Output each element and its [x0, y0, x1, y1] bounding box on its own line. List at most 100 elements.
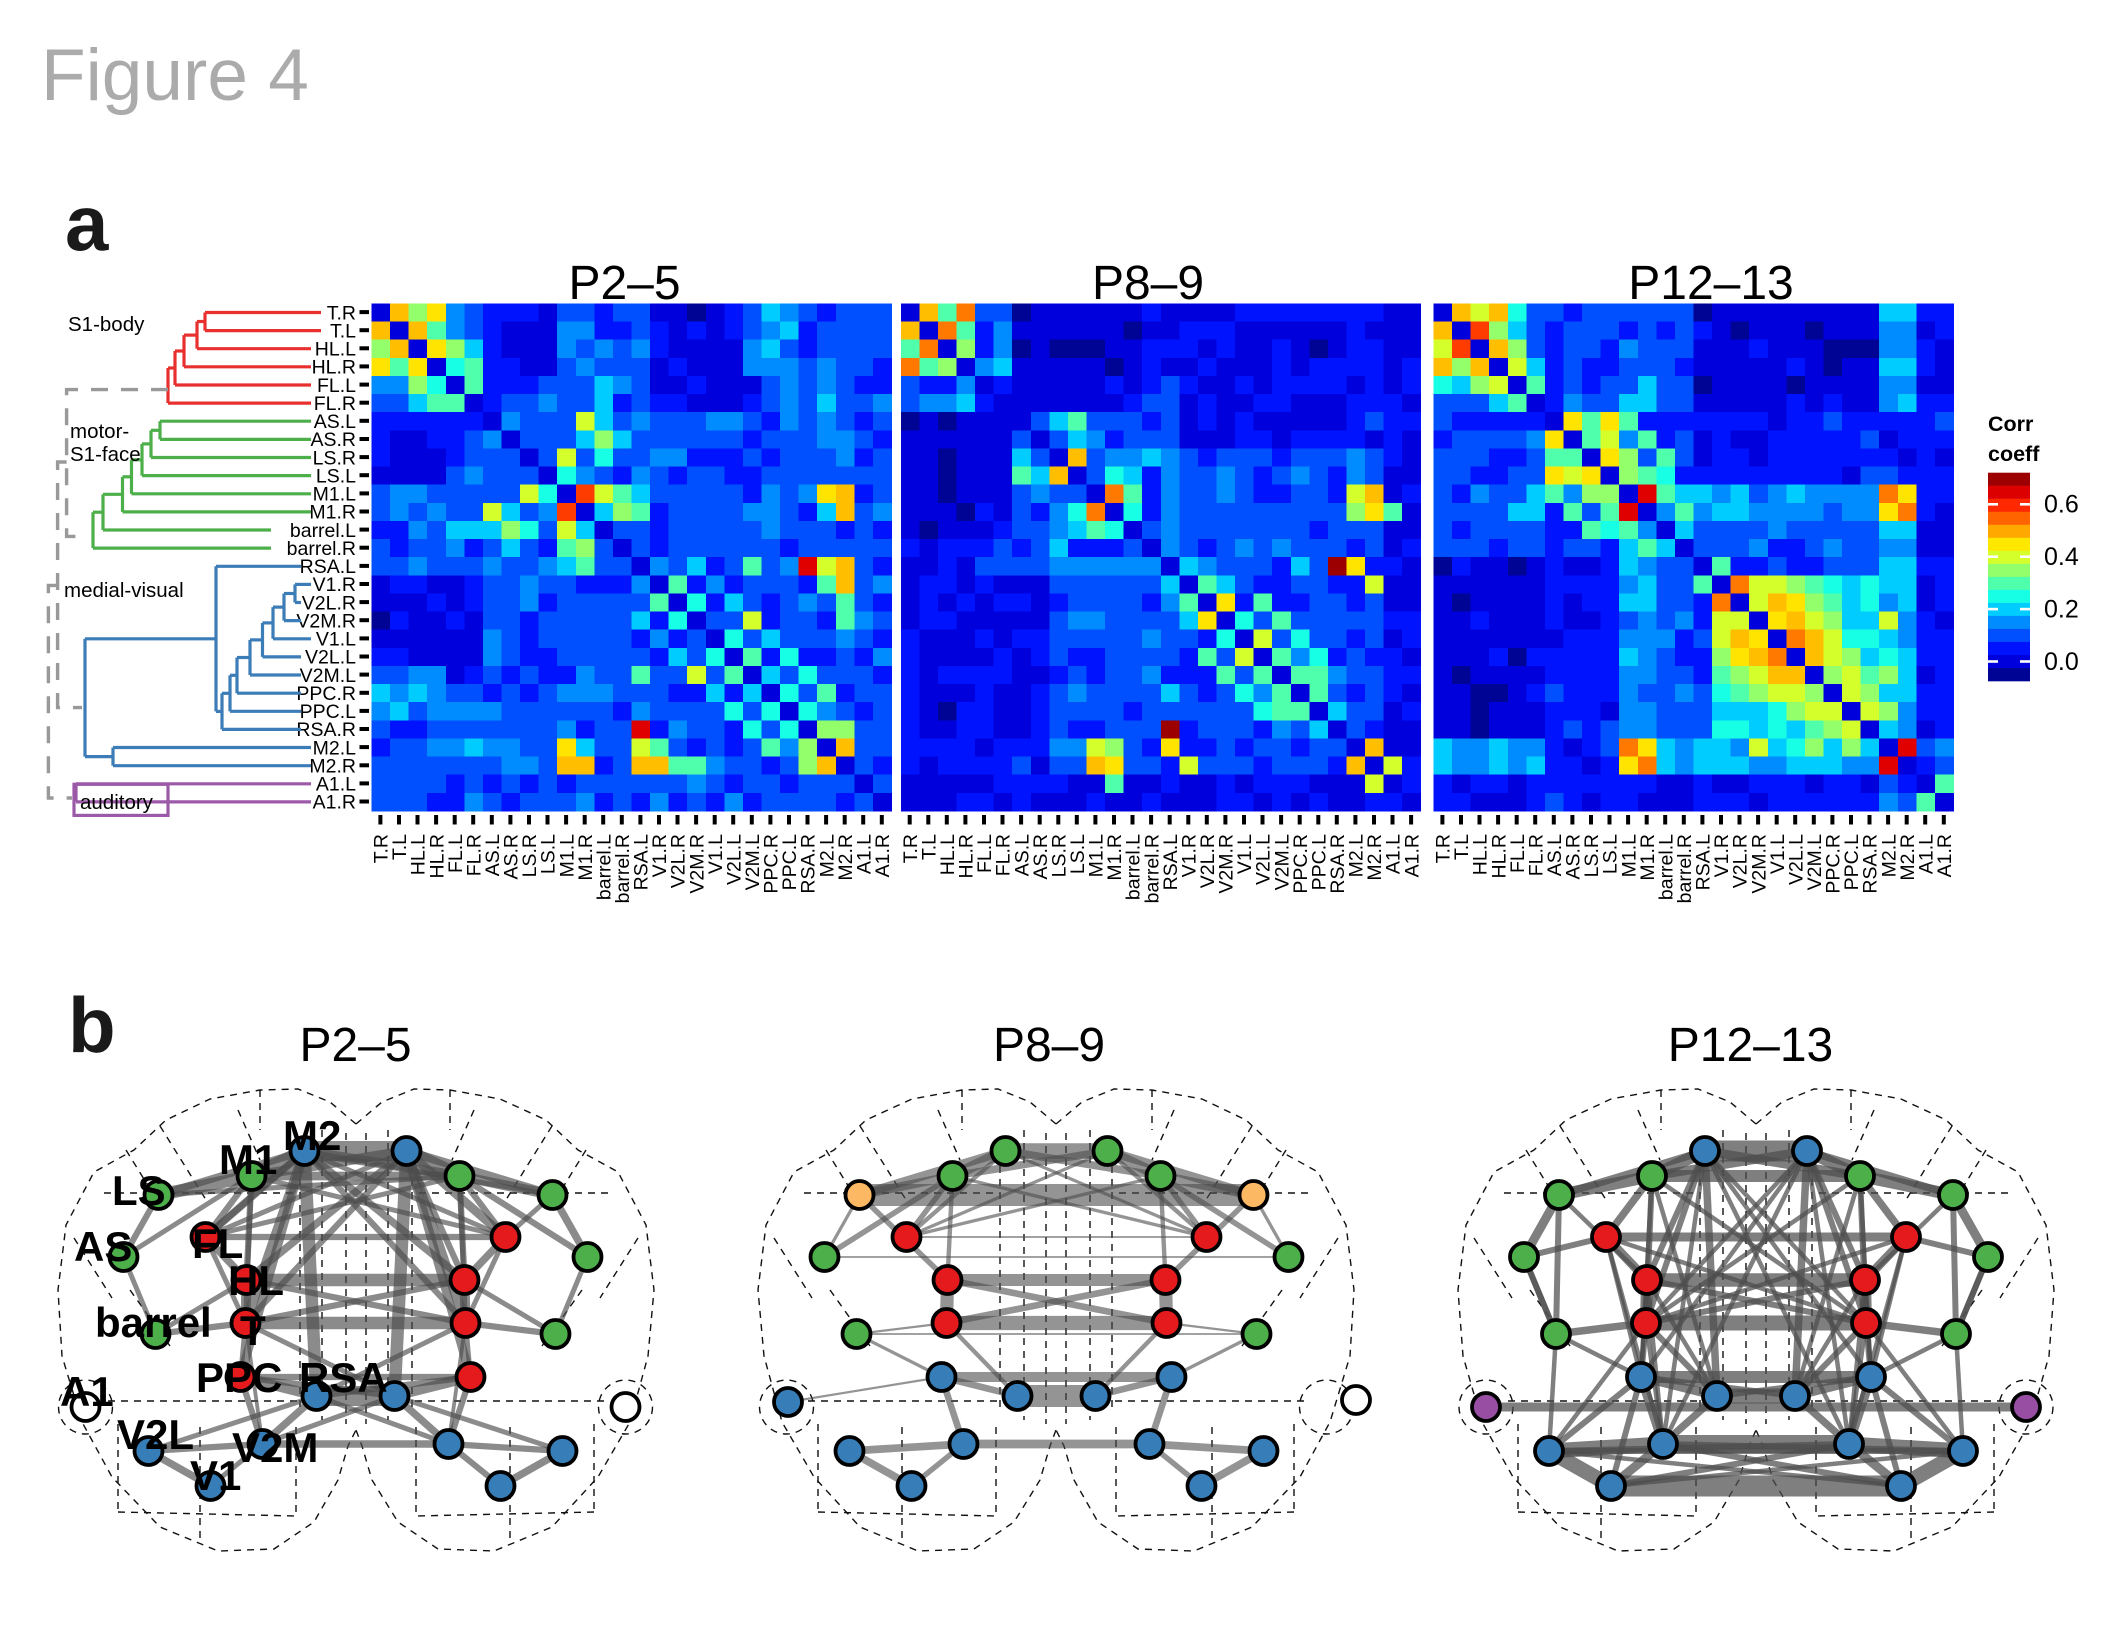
svg-text:AS.R: AS.R [1563, 834, 1585, 880]
svg-text:V2M.R: V2M.R [1748, 834, 1770, 894]
svg-text:HL.R: HL.R [426, 834, 448, 878]
svg-text:V2L.L: V2L.L [1785, 834, 1807, 885]
svg-text:barrel.R: barrel.R [287, 538, 356, 560]
svg-text:AS.L: AS.L [1011, 834, 1033, 876]
svg-text:RSA.L: RSA.L [631, 834, 653, 891]
svg-text:M1.R: M1.R [1637, 834, 1659, 881]
svg-text:PPC.R: PPC.R [761, 834, 783, 894]
svg-text:PPC.R: PPC.R [296, 683, 356, 705]
svg-text:P12–13: P12–13 [1628, 257, 1794, 310]
svg-text:coeff: coeff [1988, 442, 2040, 466]
svg-text:M2.R: M2.R [1897, 834, 1919, 881]
svg-text:V1.L: V1.L [705, 834, 727, 874]
svg-text:V2M.R: V2M.R [1216, 834, 1238, 894]
svg-text:M1.R: M1.R [309, 502, 356, 524]
svg-text:RSA.L: RSA.L [1693, 834, 1715, 891]
svg-text:M1.L: M1.L [1086, 834, 1108, 878]
svg-text:V2L.R: V2L.R [302, 592, 356, 614]
svg-text:RSA.R: RSA.R [1860, 834, 1882, 894]
svg-text:M2.L: M2.L [1346, 834, 1368, 878]
svg-text:HL.R: HL.R [956, 834, 978, 878]
svg-text:AS.L: AS.L [482, 834, 504, 876]
svg-text:PPC.R: PPC.R [1823, 834, 1845, 894]
svg-text:PPC: PPC [196, 1354, 282, 1401]
svg-text:HL.R: HL.R [1488, 834, 1510, 878]
svg-text:AS.L: AS.L [1544, 834, 1566, 876]
svg-text:AS.L: AS.L [314, 411, 356, 433]
svg-text:T.R: T.R [371, 834, 393, 863]
svg-text:V1.R: V1.R [649, 834, 671, 877]
svg-text:V1.L: V1.L [316, 629, 356, 651]
svg-text:RSA.L: RSA.L [1160, 834, 1182, 891]
svg-text:Figure 4: Figure 4 [41, 35, 309, 116]
svg-text:M1.L: M1.L [556, 834, 578, 878]
svg-text:HL.L: HL.L [315, 339, 356, 361]
svg-text:V2L: V2L [117, 1411, 194, 1458]
svg-text:barrel.L: barrel.L [593, 834, 615, 900]
svg-text:b: b [68, 981, 116, 1069]
svg-text:V2L.L: V2L.L [1253, 834, 1275, 885]
svg-text:M2.L: M2.L [1878, 834, 1900, 878]
svg-text:A1.R: A1.R [1401, 834, 1423, 877]
svg-text:motor-: motor- [70, 420, 129, 443]
svg-text:LS.L: LS.L [1600, 834, 1622, 874]
svg-text:RSA: RSA [299, 1354, 388, 1401]
svg-text:HL.R: HL.R [312, 357, 356, 379]
svg-text:T.L: T.L [1451, 834, 1473, 860]
svg-text:A1.L: A1.L [853, 834, 875, 874]
svg-text:PPC.L: PPC.L [1309, 834, 1331, 891]
svg-text:S1-face: S1-face [70, 443, 141, 466]
svg-text:P12–13: P12–13 [1668, 1019, 1834, 1072]
svg-text:AS.R: AS.R [310, 429, 356, 451]
svg-text:medial-visual: medial-visual [64, 579, 184, 602]
svg-text:barrel: barrel [95, 1299, 212, 1346]
svg-text:A1.L: A1.L [1383, 834, 1405, 874]
svg-text:A1.R: A1.R [1934, 834, 1956, 877]
svg-text:P2–5: P2–5 [568, 257, 680, 310]
svg-text:AS.R: AS.R [501, 834, 523, 880]
svg-text:barrel.R: barrel.R [1674, 834, 1696, 903]
svg-text:V2L.L: V2L.L [723, 834, 745, 885]
svg-text:FL.R: FL.R [463, 834, 485, 876]
svg-text:S1-body: S1-body [68, 313, 145, 336]
svg-text:P8–9: P8–9 [1092, 257, 1204, 310]
svg-text:AS: AS [74, 1223, 132, 1270]
svg-text:V1.L: V1.L [1767, 834, 1789, 874]
svg-text:A1: A1 [60, 1368, 114, 1415]
svg-text:0.6: 0.6 [2044, 491, 2079, 519]
svg-text:FL.L: FL.L [317, 375, 356, 397]
svg-text:M1: M1 [219, 1136, 277, 1183]
svg-text:V2L.R: V2L.R [1730, 834, 1752, 888]
svg-text:T.L: T.L [389, 834, 411, 860]
svg-text:0.4: 0.4 [2044, 543, 2079, 571]
svg-text:RSA.L: RSA.L [300, 556, 357, 578]
svg-text:FL.R: FL.R [993, 834, 1015, 876]
svg-text:LS.L: LS.L [538, 834, 560, 874]
svg-text:T.R: T.R [1433, 834, 1455, 863]
svg-text:V2L.L: V2L.L [305, 647, 356, 669]
svg-text:M2.R: M2.R [835, 834, 857, 881]
svg-text:T.L: T.L [919, 834, 941, 860]
svg-text:V2L.R: V2L.R [668, 834, 690, 888]
svg-text:RSA.R: RSA.R [296, 719, 356, 741]
svg-text:LS.R: LS.R [519, 834, 541, 877]
svg-text:A1.R: A1.R [872, 834, 894, 877]
svg-text:M1.R: M1.R [1104, 834, 1126, 881]
svg-text:FL.L: FL.L [445, 834, 467, 873]
svg-text:LS.R: LS.R [1581, 834, 1603, 877]
svg-text:RSA.R: RSA.R [1327, 834, 1349, 894]
svg-text:V1.R: V1.R [1711, 834, 1733, 877]
svg-text:V2M.L: V2M.L [1804, 834, 1826, 891]
svg-text:V2L.R: V2L.R [1197, 834, 1219, 888]
svg-text:M1.L: M1.L [313, 484, 357, 506]
svg-text:A1.R: A1.R [313, 792, 356, 814]
svg-text:M2: M2 [283, 1112, 341, 1159]
svg-text:0.2: 0.2 [2044, 596, 2079, 624]
svg-text:LS.L: LS.L [316, 465, 356, 487]
svg-text:FL.L: FL.L [974, 834, 996, 873]
svg-text:LS: LS [112, 1167, 166, 1214]
svg-text:V1.R: V1.R [1179, 834, 1201, 877]
svg-text:auditory: auditory [80, 791, 154, 814]
svg-text:V2M.L: V2M.L [1271, 834, 1293, 891]
svg-text:LS.L: LS.L [1067, 834, 1089, 874]
